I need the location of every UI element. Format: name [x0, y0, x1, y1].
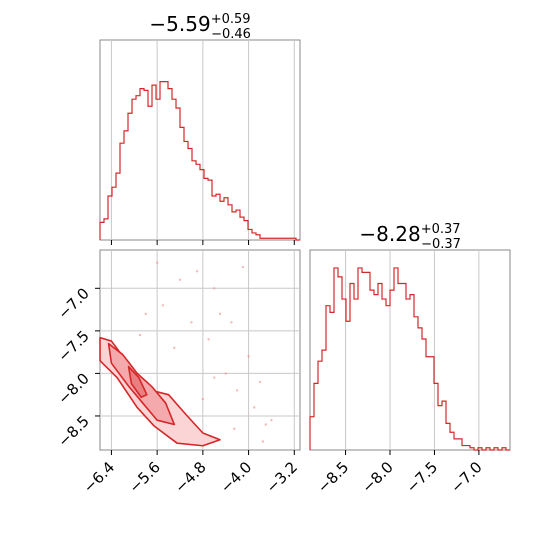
panel-bottom-left-scatter — [138, 261, 273, 443]
scatter-point-6 — [235, 389, 239, 392]
panel-top-left-title-upper: +0.59 — [211, 12, 251, 27]
scatter-point-11 — [190, 321, 193, 324]
panel-bottom-right-histogram — [309, 267, 510, 451]
panel-top-left-frame — [99, 39, 301, 241]
scatter-point-18 — [173, 346, 176, 350]
scatter-point-8 — [264, 423, 267, 426]
scatter-point-5 — [258, 380, 262, 384]
scatter-point-2 — [161, 304, 165, 307]
bl-ytick-label-2: −8.0 — [54, 370, 92, 408]
scatter-point-9 — [218, 312, 222, 316]
scatter-point-23 — [155, 261, 159, 264]
scatter-point-19 — [201, 397, 205, 401]
panel-bottom-left-contours — [99, 336, 221, 447]
scatter-point-1 — [213, 287, 216, 290]
panel-top-left-grid — [110, 40, 295, 240]
bl-ytick-label-0: −7.0 — [54, 284, 92, 322]
panel-top-left-title-lower: −0.46 — [211, 27, 251, 42]
panel-top-left-ticks — [110, 240, 295, 245]
scatter-point-21 — [138, 333, 142, 337]
panel-bottom-left-frame — [99, 249, 301, 451]
scatter-point-7 — [253, 406, 256, 409]
scatter-point-20 — [261, 440, 265, 443]
br-xtick-label-0: −8.5 — [314, 458, 352, 496]
scatter-point-12 — [144, 312, 147, 316]
bl-ytick-label-3: −8.5 — [54, 412, 92, 450]
panel-bottom-left-ticks: −6.4 −5.6 −4.8 −4.0 −3.2 −7.0 −7.5 −8.0 −8.5 — [54, 284, 301, 496]
panel-bottom-left: −6.4 −5.6 −4.8 −4.0 −3.2 −7.0 −7.5 −8.0 −8.5 — [54, 249, 301, 497]
br-xtick-label-2: −7.5 — [403, 458, 441, 496]
panel-bottom-right: −8.5 −8.0 −7.5 −7.0 −8.28+0.37 −0.37 — [309, 222, 511, 497]
bl-xtick-label-2: −4.8 — [171, 458, 209, 496]
br-xtick-label-3: −7.0 — [447, 458, 485, 496]
bl-xtick-label-4: −3.2 — [263, 458, 301, 496]
contour-level-3 — [127, 365, 148, 399]
panel-top-left-histogram — [99, 81, 300, 241]
scatter-point-4 — [247, 355, 250, 358]
scatter-point-16 — [270, 419, 273, 422]
panel-top-left: −5.59+0.59 −0.46 — [99, 12, 301, 245]
panel-bottom-right-grid — [345, 250, 480, 450]
panel-bottom-right-title-upper: +0.37 — [421, 222, 461, 237]
scatter-point-15 — [224, 372, 227, 375]
bl-ytick-label-1: −7.5 — [54, 327, 92, 365]
bl-xtick-label-3: −4.0 — [217, 458, 255, 496]
bl-xtick-label-1: −5.6 — [125, 458, 163, 496]
scatter-point-10 — [207, 338, 210, 341]
panel-bottom-right-title-lower: −0.37 — [421, 237, 461, 252]
panel-bottom-right-ticks: −8.5 −8.0 −7.5 −7.0 — [314, 450, 486, 497]
panel-top-left-title: −5.59+0.59 −0.46 — [149, 12, 250, 42]
panel-top-left-title-value: −5.59 — [149, 12, 210, 36]
panel-bottom-right-title: −8.28+0.37 −0.37 — [359, 222, 460, 252]
scatter-point-0 — [178, 278, 182, 281]
scatter-point-14 — [241, 265, 245, 269]
scatter-point-13 — [195, 270, 199, 273]
panel-bottom-right-title-value: −8.28 — [359, 222, 420, 246]
panel-bottom-left-grid — [100, 250, 300, 450]
panel-bottom-right-frame — [309, 249, 511, 451]
br-xtick-label-1: −8.0 — [358, 458, 396, 496]
scatter-point-17 — [213, 376, 216, 379]
scatter-point-22 — [233, 427, 236, 430]
scatter-point-3 — [230, 321, 233, 324]
bl-xtick-label-0: −6.4 — [80, 458, 118, 496]
